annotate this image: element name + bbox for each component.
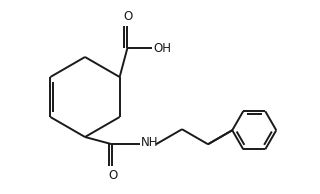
Text: OH: OH [153,42,172,55]
Text: O: O [108,169,118,182]
Text: O: O [124,10,133,23]
Text: NH: NH [141,136,158,149]
